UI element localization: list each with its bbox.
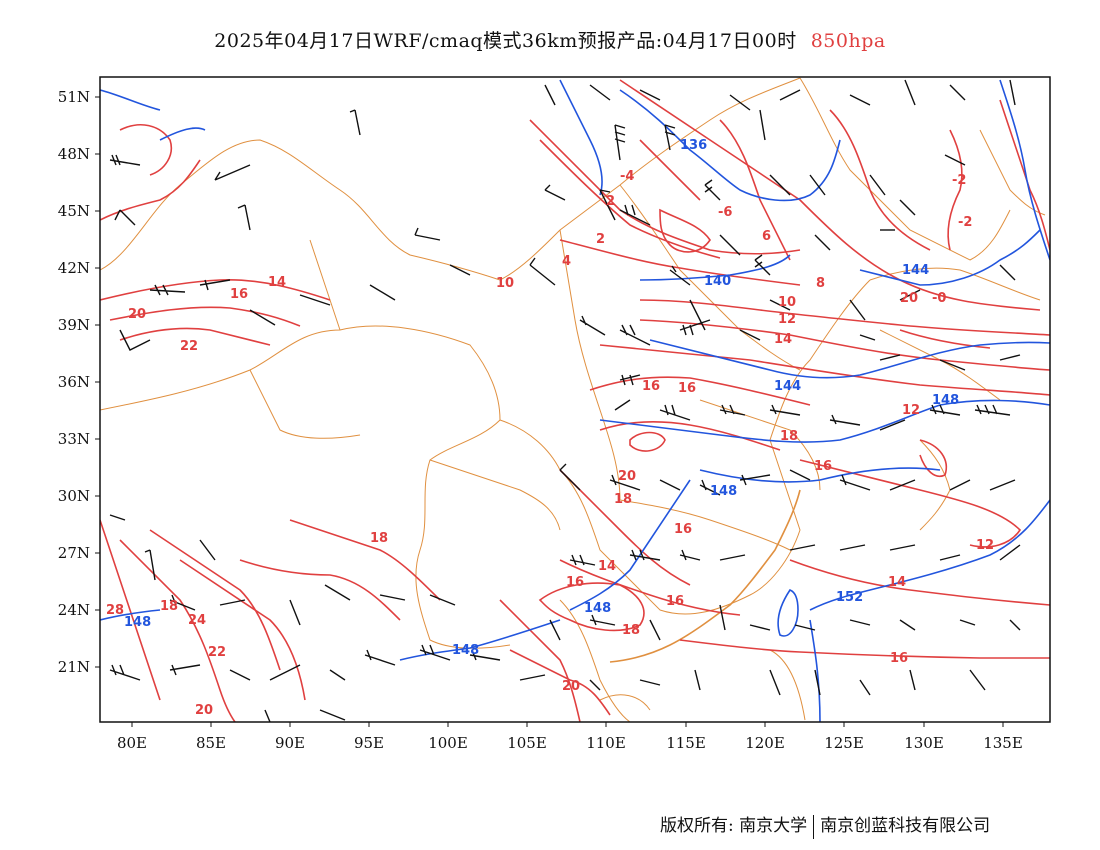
lat-label: 36N: [57, 373, 90, 391]
lon-label: 95E: [353, 734, 385, 752]
height-contours: [100, 79, 1050, 722]
temp-label: 12: [976, 538, 994, 553]
temp-label: 14: [774, 332, 792, 347]
lon-label: 125E: [824, 734, 864, 752]
temp-label: 10: [496, 276, 514, 291]
temp-label: 2: [596, 232, 605, 247]
lat-label: 33N: [57, 430, 90, 448]
temp-label: 22: [208, 645, 226, 660]
temperature-contours: [100, 79, 1050, 722]
temp-label: 16: [642, 379, 660, 394]
height-label: 148: [452, 643, 479, 658]
copyright-left: 版权所有: 南京大学: [660, 816, 808, 836]
temp-label: 20: [195, 703, 213, 718]
height-label: 144: [902, 263, 929, 278]
pressure-level-label: 850hpa: [810, 30, 886, 52]
temp-label: 2: [606, 194, 615, 209]
temp-label: 6: [762, 229, 771, 244]
lat-label: 30N: [57, 487, 90, 505]
temp-label: 20: [562, 679, 580, 694]
height-label: 136: [680, 138, 707, 153]
lon-label: 120E: [745, 734, 785, 752]
copyright-notice: 版权所有: 南京大学 南京创蓝科技有限公司: [660, 811, 990, 839]
height-label: 148: [932, 393, 959, 408]
temp-label: 16: [674, 522, 692, 537]
map-title: 2025年04月17日WRF/cmaq模式36km预报产品:04月17日00时 8…: [0, 26, 1100, 53]
lat-label: 24N: [57, 601, 90, 619]
temp-label: 20: [128, 307, 146, 322]
temp-label: -0: [932, 291, 946, 306]
lat-label: 42N: [57, 259, 90, 277]
temp-label: 18: [780, 429, 798, 444]
lon-label: 100E: [428, 734, 468, 752]
height-label: 148: [710, 484, 737, 499]
temp-label: 28: [106, 603, 124, 618]
lon-label: 130E: [904, 734, 944, 752]
axis-ticks: [95, 96, 1004, 727]
temp-label: 4: [562, 254, 571, 269]
lon-label: 105E: [507, 734, 547, 752]
temp-label: 18: [614, 492, 632, 507]
temp-label: 16: [678, 381, 696, 396]
lat-label: 48N: [57, 145, 90, 163]
temp-label: 18: [160, 599, 178, 614]
lon-label: 85E: [195, 734, 227, 752]
temp-label: 18: [622, 623, 640, 638]
temp-label: 14: [268, 275, 286, 290]
lat-label: 21N: [57, 658, 90, 676]
height-label: 148: [584, 601, 611, 616]
temp-label: 24: [188, 613, 206, 628]
map-frame: [99, 76, 1051, 723]
title-text: 2025年04月17日WRF/cmaq模式36km预报产品:04月17日00时: [214, 30, 797, 52]
height-label: 140: [704, 274, 731, 289]
temp-label: 12: [778, 312, 796, 327]
temperature-labels: -4 2 2 -6 4 10 14 16 20 22 8 6 10 12 14 …: [106, 169, 994, 718]
temp-label: 14: [598, 559, 616, 574]
temp-label: 10: [778, 295, 796, 310]
temp-label: 22: [180, 339, 198, 354]
temp-label: -4: [620, 169, 634, 184]
coastline: [609, 489, 801, 663]
lon-label: 110E: [586, 734, 626, 752]
temp-label: 14: [888, 575, 906, 590]
temp-label: 20: [618, 469, 636, 484]
lon-label: 115E: [666, 734, 706, 752]
map-plot-area: -4 2 2 -6 4 10 14 16 20 22 8 6 10 12 14 …: [100, 77, 1050, 722]
lat-label: 51N: [57, 88, 90, 106]
copyright-divider: [813, 814, 815, 839]
temp-label: 16: [890, 651, 908, 666]
height-label: 152: [836, 590, 863, 605]
temp-label: 16: [666, 594, 684, 609]
temp-label: 12: [902, 403, 920, 418]
border-lines: [100, 77, 1046, 722]
wind-barbs: [109, 79, 1021, 722]
temp-label: 16: [230, 287, 248, 302]
copyright-right: 南京创蓝科技有限公司: [820, 816, 991, 836]
lon-label: 135E: [983, 734, 1023, 752]
lon-label: 80E: [116, 734, 148, 752]
lat-label: 39N: [57, 316, 90, 334]
lon-label: 90E: [274, 734, 306, 752]
height-labels: 136 140 144 144 148 148 148 148 148 152: [124, 138, 959, 658]
temp-label: 20: [900, 291, 918, 306]
temp-label: 8: [816, 276, 825, 291]
temp-label: -2: [958, 215, 972, 230]
height-label: 148: [124, 615, 151, 630]
temp-label: 16: [814, 459, 832, 474]
temp-label: 18: [370, 531, 388, 546]
temp-label: -6: [718, 205, 732, 220]
lat-label: 27N: [57, 544, 90, 562]
lat-label: 45N: [57, 202, 90, 220]
height-label: 144: [774, 379, 801, 394]
temp-label: 16: [566, 575, 584, 590]
temp-label: -2: [952, 173, 966, 188]
